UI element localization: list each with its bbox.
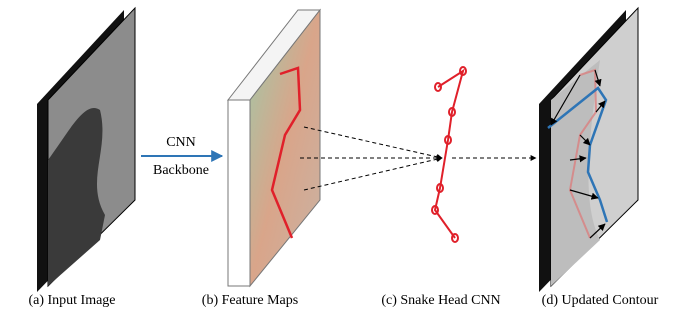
diagram: CNN Backbone (a) Input I — [0, 0, 686, 316]
caption: (d) Updated Contour — [542, 293, 659, 308]
page: CNN Backbone (a) Input I — [0, 0, 686, 316]
dashed-links — [300, 127, 536, 190]
caption: (b) Feature Maps — [202, 293, 298, 308]
updated-contour-panel — [539, 8, 638, 292]
caption: (c) Snake Head CNN — [381, 293, 500, 308]
arrow-label: Backbone — [153, 163, 209, 178]
feature-maps-panel — [228, 10, 320, 286]
snake-graph — [432, 67, 466, 242]
caption: (a) Input Image — [28, 293, 115, 308]
arrow-label: CNN — [166, 135, 196, 150]
input-image-panel — [37, 8, 135, 292]
